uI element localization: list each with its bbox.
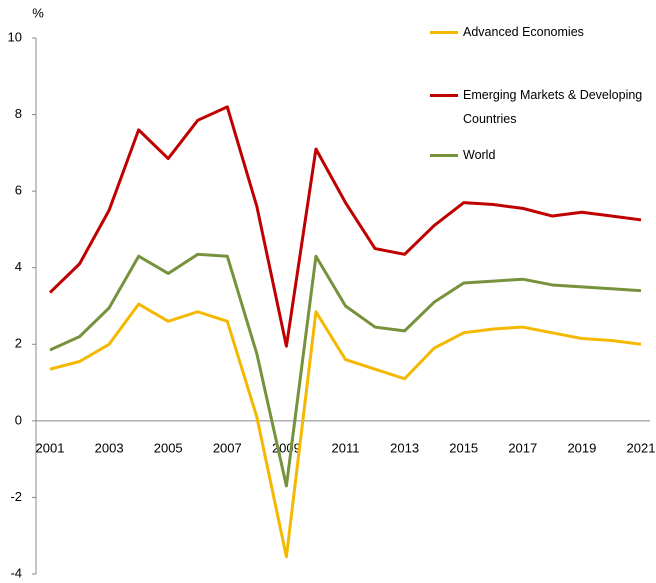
x-tick-label: 2019: [567, 440, 596, 455]
y-tick-label: 4: [15, 259, 22, 274]
y-tick-label: -4: [10, 565, 22, 580]
x-tick-label: 2013: [390, 440, 419, 455]
y-tick-label: 10: [8, 29, 22, 44]
legend-label: Emerging Markets & Developing Countries: [463, 88, 643, 126]
y-tick-label: 8: [15, 106, 22, 121]
legend-swatch: [430, 94, 458, 97]
legend-swatch: [430, 154, 458, 157]
x-tick-label: 2015: [449, 440, 478, 455]
y-tick-label: -2: [10, 489, 22, 504]
y-tick-label: 6: [15, 183, 22, 198]
x-tick-label: 2021: [627, 440, 656, 455]
legend-item: Advanced Economies: [430, 20, 654, 44]
series-line: [48, 105, 642, 348]
x-tick-label: 2011: [332, 440, 360, 455]
legend-label: Advanced Economies: [463, 25, 584, 39]
series-line: [49, 252, 642, 488]
x-tick-label: 2017: [508, 440, 537, 455]
x-tick-label: 2001: [36, 440, 65, 455]
y-tick-label: 2: [15, 336, 22, 351]
legend-item: Emerging Markets & Developing Countries: [430, 83, 654, 131]
y-tick-label: 0: [15, 412, 22, 427]
legend-item: World: [430, 143, 654, 167]
x-tick-label: 2005: [154, 440, 183, 455]
y-unit-label: %: [32, 5, 44, 20]
legend-label: World: [463, 148, 496, 162]
legend-swatch: [430, 31, 458, 34]
x-tick-label: 2003: [95, 440, 124, 455]
series-line: [49, 302, 642, 559]
x-tick-label: 2007: [213, 440, 242, 455]
